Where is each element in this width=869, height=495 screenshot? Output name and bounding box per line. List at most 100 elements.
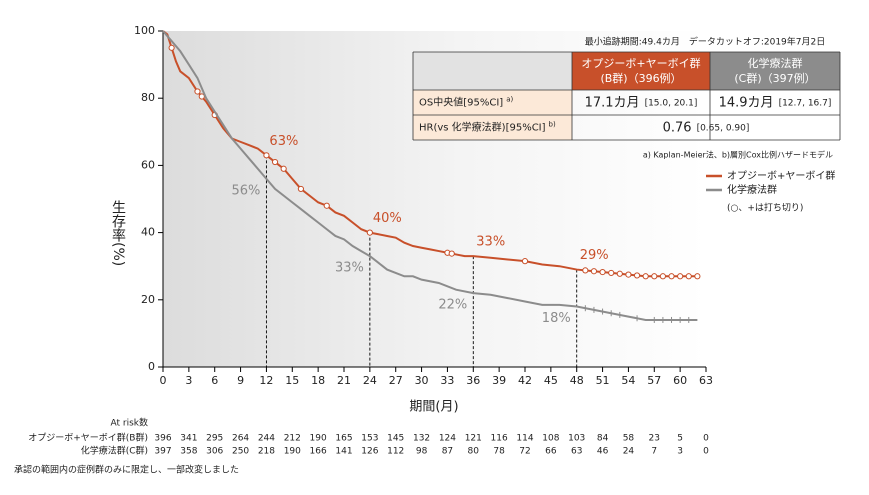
table-cell: 17.1カ月 [15.0, 20.1] [585, 95, 698, 110]
at-risk-count: 396 [154, 434, 171, 444]
cell-main: 0.76 [663, 120, 692, 135]
y-axis-title: 生存率(%) [110, 200, 126, 266]
at-risk-count: 165 [335, 434, 352, 444]
at-risk-count: 132 [413, 434, 430, 444]
at-risk-count: 244 [258, 434, 275, 444]
at-risk-count: 80 [468, 447, 480, 457]
censor-mark [694, 273, 701, 280]
at-risk-count: 3 [677, 447, 683, 457]
table-row-label: HR(vs 化学療法群)[95%CI] b) [419, 121, 556, 134]
at-risk-count: 24 [623, 447, 635, 457]
censor-mark [685, 273, 692, 280]
annotation-label: 56% [232, 183, 261, 198]
x-tick-label: 63 [699, 374, 713, 387]
censor-mark [616, 270, 623, 277]
at-risk-count: 58 [623, 434, 635, 444]
table-header-sub: (B群)（396例） [600, 71, 681, 85]
cell-ci: [15.0, 20.1] [645, 98, 698, 108]
censor-mark [590, 268, 598, 275]
at-risk-count: 116 [491, 434, 508, 444]
table-header-name: オプジーボ+ヤーボイ群 [581, 56, 700, 70]
at-risk-count: 190 [310, 434, 327, 444]
annotation-label: 29% [580, 248, 609, 263]
x-tick-label: 39 [492, 374, 506, 387]
at-risk-count: 63 [571, 447, 582, 457]
at-risk-count: 103 [568, 434, 585, 444]
x-tick-label: 3 [185, 374, 192, 387]
table-header-cell [710, 52, 840, 90]
row-label-text: OS中央値[95%CI] [419, 96, 503, 109]
table-row-label: OS中央値[95%CI] a) [419, 96, 513, 109]
at-risk-count: 397 [154, 447, 171, 457]
at-risk-count: 141 [335, 447, 352, 457]
censor-mark [263, 152, 270, 159]
table-row-header [413, 115, 572, 140]
at-risk-count: 212 [284, 434, 301, 444]
x-tick-label: 30 [415, 374, 429, 387]
cell-ci: [0.65, 0.90] [697, 123, 750, 133]
censor-mark [642, 273, 649, 280]
censor-mark [280, 165, 287, 172]
censor-mark [625, 271, 632, 278]
x-tick-label: 54 [621, 374, 635, 387]
x-tick-label: 60 [673, 374, 687, 387]
at-risk-count: 341 [180, 434, 197, 444]
at-risk-count: 126 [361, 447, 378, 457]
at-risk-row-label: オプジーボ+ヤーボイ群(B群) [28, 432, 148, 444]
y-tick-label: 60 [141, 158, 155, 171]
annotation-label: 18% [542, 311, 571, 326]
x-tick-label: 51 [596, 374, 610, 387]
x-tick-label: 57 [647, 374, 661, 387]
legend-label: オプジーボ+ヤーボイ群 [727, 169, 835, 182]
at-risk-count: 0 [703, 447, 709, 457]
censor-mark [651, 273, 658, 280]
at-risk-count: 98 [416, 447, 428, 457]
x-tick-label: 0 [160, 374, 167, 387]
top-note: 最小追跡期間:49.4カ月 データカットオフ:2019年7月2日 [585, 36, 825, 48]
at-risk-count: 166 [310, 447, 327, 457]
row-label-note: b) [549, 121, 556, 129]
censor-mark [521, 258, 529, 265]
y-tick-label: 100 [134, 24, 155, 37]
survival-curve [162, 30, 698, 321]
annotation-label: 33% [335, 261, 364, 276]
censor-mark [323, 202, 330, 209]
table-row-header [413, 90, 572, 115]
x-tick-label: 42 [518, 374, 532, 387]
censor-mark [633, 272, 641, 279]
table-cell: 14.9カ月 [12.7, 16.7] [719, 95, 832, 110]
censor-mark [297, 185, 305, 193]
censor-mark [599, 268, 606, 276]
row-label-note: a) [506, 96, 513, 104]
at-risk-count: 121 [465, 434, 482, 444]
at-risk-row-label: 化学療法群(C群) [81, 445, 148, 457]
at-risk-count: 264 [232, 434, 249, 444]
censor-mark [608, 269, 615, 277]
at-risk-count: 5 [677, 434, 683, 444]
censor-mark [659, 273, 667, 280]
at-risk-count: 145 [387, 434, 404, 444]
table-cell: 0.76 [0.65, 0.90] [663, 120, 750, 135]
at-risk-count: 124 [439, 434, 456, 444]
cell-ci: [12.7, 16.7] [779, 98, 832, 108]
censor-mark [582, 267, 589, 274]
censor-mark [668, 273, 675, 280]
x-tick-label: 21 [337, 374, 351, 387]
x-axis-title: 期間(月) [409, 400, 458, 415]
annotation-label: 33% [476, 235, 505, 250]
table-header-name: 化学療法群 [748, 56, 803, 70]
annotation-label: 22% [438, 298, 467, 313]
x-tick-label: 36 [466, 374, 480, 387]
table-corner [413, 52, 572, 90]
x-tick-label: 24 [363, 374, 377, 387]
table-header-cell [572, 52, 710, 90]
legend-note: (○、+は打ち切り) [727, 202, 803, 214]
x-tick-label: 15 [285, 374, 299, 387]
at-risk-count: 66 [545, 447, 557, 457]
y-tick-label: 40 [141, 226, 155, 239]
x-tick-label: 48 [570, 374, 584, 387]
annotation-label: 63% [269, 134, 298, 149]
y-tick-label: 20 [141, 293, 155, 306]
at-risk-count: 153 [361, 434, 378, 444]
at-risk-title: At risk数 [111, 417, 149, 429]
